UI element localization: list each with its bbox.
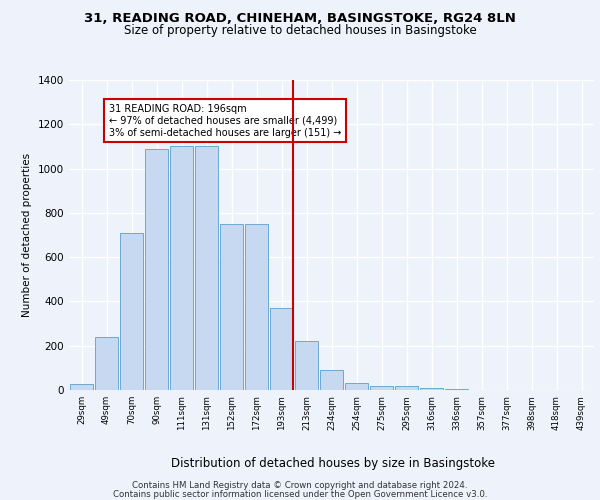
Text: Contains public sector information licensed under the Open Government Licence v3: Contains public sector information licen… xyxy=(113,490,487,499)
Bar xyxy=(345,384,368,390)
Bar xyxy=(420,388,443,390)
Bar xyxy=(320,370,343,390)
Text: Contains HM Land Registry data © Crown copyright and database right 2024.: Contains HM Land Registry data © Crown c… xyxy=(132,481,468,490)
Bar xyxy=(195,146,218,390)
Text: 31, READING ROAD, CHINEHAM, BASINGSTOKE, RG24 8LN: 31, READING ROAD, CHINEHAM, BASINGSTOKE,… xyxy=(84,12,516,26)
Y-axis label: Number of detached properties: Number of detached properties xyxy=(22,153,32,317)
Text: 31 READING ROAD: 196sqm
← 97% of detached houses are smaller (4,499)
3% of semi-: 31 READING ROAD: 196sqm ← 97% of detache… xyxy=(109,104,341,138)
Text: Size of property relative to detached houses in Basingstoke: Size of property relative to detached ho… xyxy=(124,24,476,37)
Bar xyxy=(445,389,468,390)
Bar xyxy=(245,224,268,390)
Bar xyxy=(170,146,193,390)
Text: Distribution of detached houses by size in Basingstoke: Distribution of detached houses by size … xyxy=(171,458,495,470)
Bar xyxy=(395,386,418,390)
Bar xyxy=(370,386,393,390)
Bar xyxy=(70,384,93,390)
Bar xyxy=(120,233,143,390)
Bar xyxy=(95,337,118,390)
Bar xyxy=(295,342,318,390)
Bar xyxy=(270,308,293,390)
Bar xyxy=(220,224,243,390)
Bar xyxy=(145,148,168,390)
